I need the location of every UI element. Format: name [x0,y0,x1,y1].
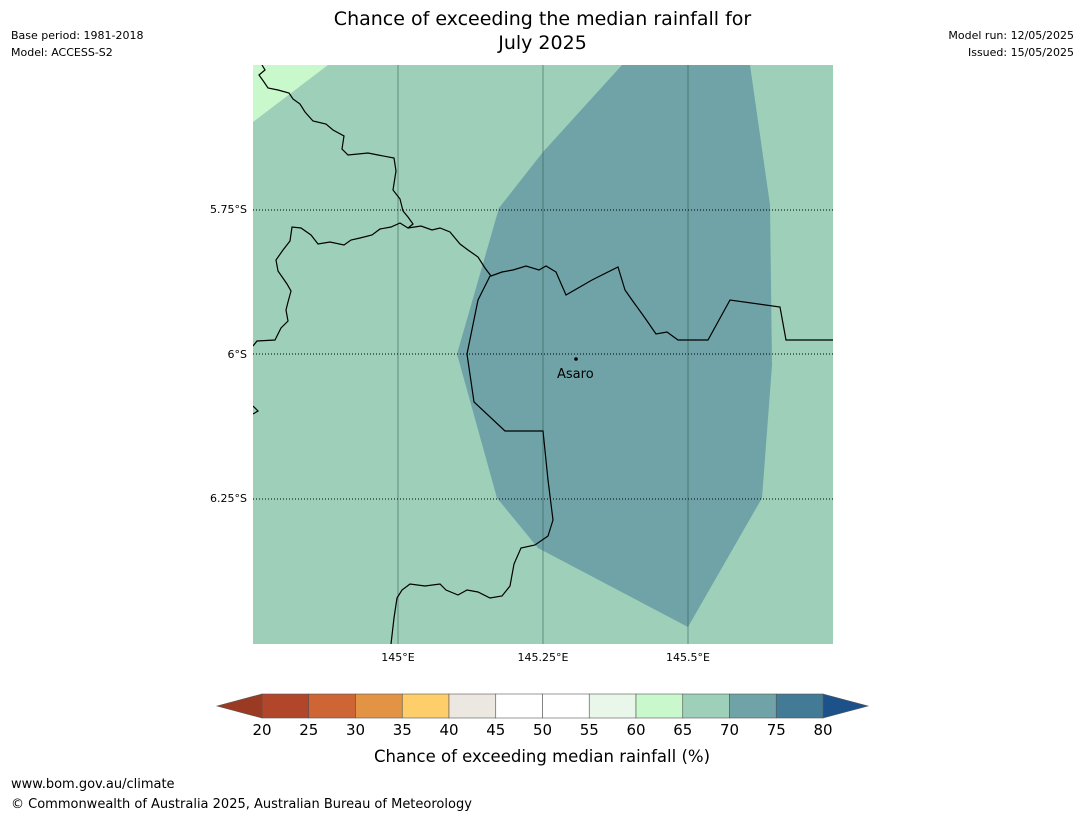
base-period: Base period: 1981-2018 [11,29,144,42]
title-line-2: July 2025 [498,32,587,54]
boundary-west-fragment [253,405,259,415]
colorbar-segment [308,693,356,719]
colorbar-segments [261,693,824,719]
colorbar-tick-label: 35 [393,721,412,739]
boundary-southern [390,275,554,644]
colorbar-segment [682,693,730,719]
lat-label-5-75: 5.75°S [210,203,247,216]
colorbar-segment [542,693,590,719]
colorbar-tick-labels: 20 25 30 35 40 45 50 55 60 65 70 75 80 [252,721,832,739]
colorbar-under-arrow [215,693,263,719]
zone-70-75 [457,65,772,627]
lon-label-145-5: 145.5°E [666,651,710,664]
colorbar-segment [448,693,497,719]
place-asaro: Asaro [557,357,594,382]
colorbar-tick-label: 60 [626,721,645,739]
lon-label-145-25: 145.25°E [518,651,569,664]
colorbar-tick-label: 30 [346,721,365,739]
colorbar-segment [355,693,403,719]
colorbar-tick-label: 70 [720,721,739,739]
colorbar-tick-label: 50 [533,721,552,739]
footer-url: www.bom.gov.au/climate [11,777,175,792]
zone-60-65 [253,65,328,122]
issued-date: Issued: 15/05/2025 [967,46,1074,59]
colorbar-tick-label: 55 [580,721,599,739]
colorbar-tick-label: 40 [439,721,458,739]
colorbar-over-arrow [822,693,870,719]
model-info: Base period: 1981-2018 Model: ACCESS-S2 [11,27,143,61]
latitude-gridlines [253,209,833,500]
colorbar-segment [401,693,450,719]
colorbar: 20 25 30 35 40 45 50 55 60 65 70 75 80 Chance of exc… [215,693,870,766]
model-run-date: Model run: 12/05/2025 [948,29,1074,42]
colorbar-segment [635,693,684,719]
colorbar-segment [261,693,310,719]
asaro-marker [574,357,578,361]
latitude-labels: 5.75°S 6°S 6.25°S [210,203,247,505]
colorbar-segment [775,693,824,719]
colorbar-tick-label: 65 [673,721,692,739]
colorbar-segment [729,693,777,719]
asaro-label: Asaro [557,367,594,382]
model-name: Model: ACCESS-S2 [11,46,113,59]
run-info: Model run: 12/05/2025 Issued: 15/05/2025 [948,27,1074,61]
colorbar-tick-label: 25 [299,721,318,739]
colorbar-tick-label: 45 [486,721,505,739]
map: Asaro 5.75°S 6°S 6.25°S 145°E 145.25°E 1… [210,65,833,664]
footer-copyright: © Commonwealth of Australia 2025, Austra… [11,797,472,812]
colorbar-segment [495,693,543,719]
lat-label-6: 6°S [228,348,247,361]
colorbar-label: Chance of exceeding median rainfall (%) [374,747,710,766]
colorbar-tick-label: 20 [252,721,271,739]
footer: www.bom.gov.au/climate © Commonwealth of… [11,775,472,815]
title-line-1: Chance of exceeding the median rainfall … [333,8,752,30]
map-title: Chance of exceeding the median rainfall … [0,7,1085,55]
lon-label-145: 145°E [381,651,414,664]
longitude-labels: 145°E 145.25°E 145.5°E [381,651,710,664]
colorbar-segment [588,693,637,719]
boundary-central [407,225,833,341]
colorbar-tick-label: 80 [813,721,832,739]
colorbar-tick-label: 75 [767,721,786,739]
province-boundaries [253,65,833,644]
lat-label-6-25: 6.25°S [210,492,247,505]
